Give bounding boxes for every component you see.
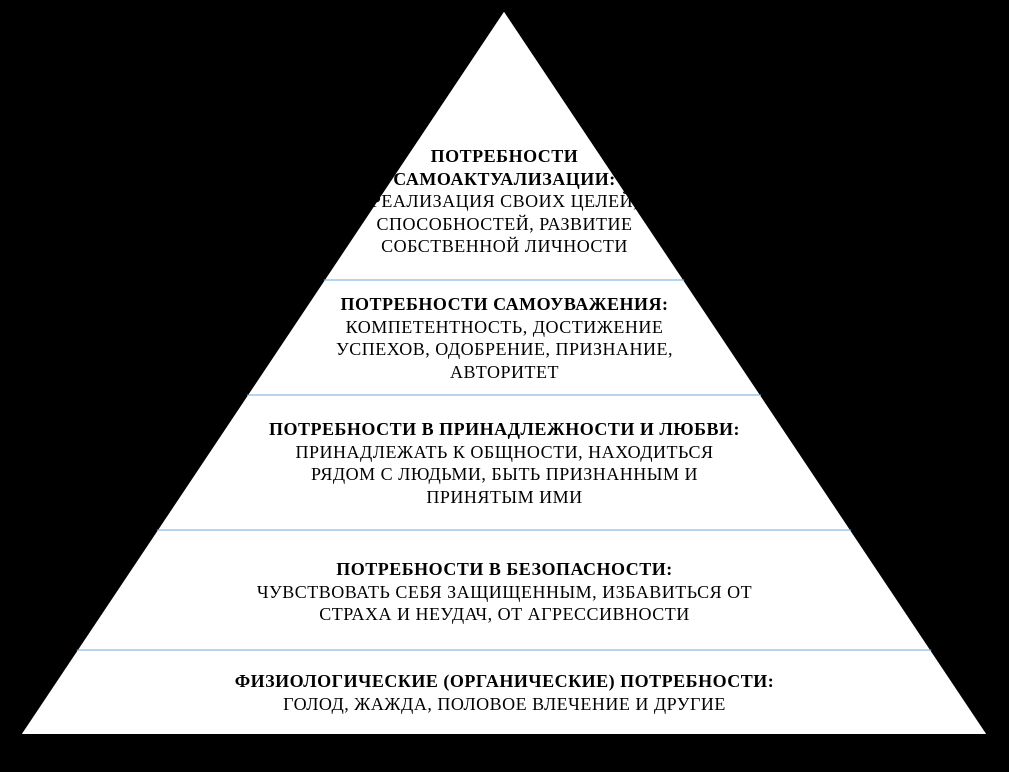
level-title: ФИЗИОЛОГИЧЕСКИЕ (ОРГАНИЧЕСКИЕ) ПОТРЕБНОС… bbox=[235, 671, 775, 691]
level-title: ПОТРЕБНОСТИ САМОАКТУАЛИЗАЦИИ: bbox=[393, 146, 615, 189]
pyramid-level-5: ФИЗИОЛОГИЧЕСКИЕ (ОРГАНИЧЕСКИЕ) ПОТРЕБНОС… bbox=[0, 670, 1009, 715]
pyramid-level-4: ПОТРЕБНОСТИ В БЕЗОПАСНОСТИ:ЧУВСТВОВАТЬ С… bbox=[0, 558, 1009, 626]
pyramid-level-3: ПОТРЕБНОСТИ В ПРИНАДЛЕЖНОСТИ И ЛЮБВИ:ПРИ… bbox=[0, 418, 1009, 508]
pyramid-level-1: ПОТРЕБНОСТИ САМОАКТУАЛИЗАЦИИ:РЕАЛИЗАЦИЯ … bbox=[0, 145, 1009, 258]
level-description: ГОЛОД, ЖАЖДА, ПОЛОВОЕ ВЛЕЧЕНИЕ И ДРУГИЕ bbox=[155, 693, 855, 716]
level-description: ЧУВСТВОВАТЬ СЕБЯ ЗАЩИЩЕННЫМ, ИЗБАВИТЬСЯ … bbox=[225, 581, 785, 626]
level-title: ПОТРЕБНОСТИ В БЕЗОПАСНОСТИ: bbox=[336, 559, 673, 579]
pyramid-level-2: ПОТРЕБНОСТИ САМОУВАЖЕНИЯ:КОМПЕТЕНТНОСТЬ,… bbox=[0, 293, 1009, 383]
level-description: ПРИНАДЛЕЖАТЬ К ОБЩНОСТИ, НАХОДИТЬСЯ РЯДО… bbox=[265, 441, 745, 509]
level-description: КОМПЕТЕНТНОСТЬ, ДОСТИЖЕНИЕ УСПЕХОВ, ОДОБ… bbox=[320, 316, 690, 384]
level-title: ПОТРЕБНОСТИ САМОУВАЖЕНИЯ: bbox=[340, 294, 668, 314]
level-title: ПОТРЕБНОСТИ В ПРИНАДЛЕЖНОСТИ И ЛЮБВИ: bbox=[269, 419, 740, 439]
pyramid-levels: ПОТРЕБНОСТИ САМОАКТУАЛИЗАЦИИ:РЕАЛИЗАЦИЯ … bbox=[0, 0, 1009, 772]
level-description: РЕАЛИЗАЦИЯ СВОИХ ЦЕЛЕЙ, СПОСОБНОСТЕЙ, РА… bbox=[365, 190, 645, 258]
pyramid-stage: ПОТРЕБНОСТИ САМОАКТУАЛИЗАЦИИ:РЕАЛИЗАЦИЯ … bbox=[0, 0, 1009, 772]
